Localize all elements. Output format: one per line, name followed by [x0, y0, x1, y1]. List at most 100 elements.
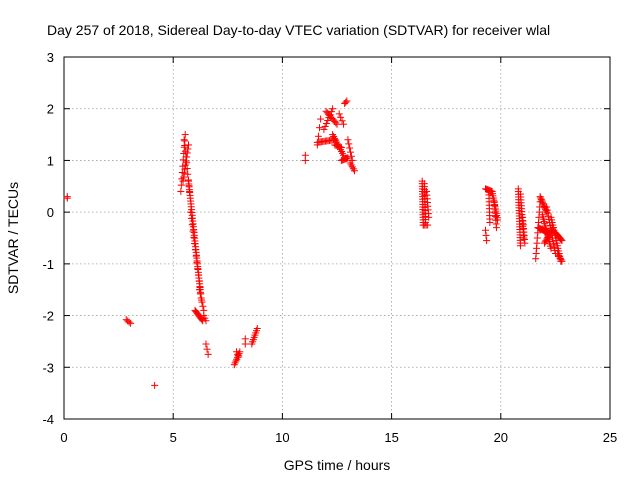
data-point: [544, 209, 552, 217]
data-point: [543, 203, 551, 211]
data-point: [333, 120, 341, 128]
data-point: [332, 119, 340, 127]
data-point: [424, 221, 432, 229]
data-point: [301, 151, 309, 159]
data-point: [521, 239, 529, 247]
data-point: [183, 164, 191, 172]
data-point: [63, 194, 71, 202]
data-point: [337, 144, 345, 151]
data-point: [335, 110, 343, 118]
data-point: [196, 290, 204, 298]
data-point: [347, 152, 355, 160]
data-point: [189, 227, 197, 235]
data-point: [324, 117, 332, 125]
data-point: [202, 340, 210, 348]
data-point: [190, 233, 198, 241]
data-point: [203, 345, 211, 353]
data-point: [194, 271, 202, 279]
data-point: [321, 122, 329, 130]
data-point: [195, 286, 203, 294]
data-point: [320, 125, 328, 133]
data-point: [486, 218, 494, 226]
data-point: [316, 124, 324, 132]
data-point: [193, 258, 201, 266]
data-point: [557, 236, 565, 244]
data-point: [180, 169, 188, 177]
data-point: [198, 316, 206, 324]
data-point: [322, 119, 330, 127]
data-point: [516, 242, 524, 250]
data-point: [482, 231, 490, 239]
y-tick-label: -4: [42, 412, 54, 427]
data-point: [187, 208, 195, 216]
y-tick-label: 0: [47, 205, 54, 220]
data-points: [63, 97, 566, 389]
data-point: [180, 173, 188, 181]
data-point: [425, 213, 433, 221]
y-tick-label: -3: [42, 360, 54, 375]
data-point: [235, 353, 243, 361]
data-point: [556, 235, 564, 243]
y-tick-label: 3: [47, 50, 54, 65]
data-point: [558, 257, 566, 265]
y-tick-label: -1: [42, 257, 54, 272]
data-point: [177, 181, 185, 189]
data-point: [204, 350, 212, 358]
data-point: [180, 136, 188, 144]
data-point: [317, 115, 325, 123]
data-point: [554, 250, 562, 258]
data-point: [125, 318, 133, 326]
data-point: [492, 224, 500, 232]
data-point: [188, 221, 196, 229]
data-point: [344, 136, 352, 144]
x-tick-label: 20: [494, 430, 508, 445]
data-point: [198, 298, 206, 306]
data-point: [184, 170, 192, 178]
data-point: [202, 317, 210, 325]
data-point: [184, 141, 192, 149]
data-point: [554, 251, 562, 259]
data-point: [241, 340, 249, 348]
data-point: [337, 113, 345, 121]
data-point: [127, 319, 135, 327]
data-point: [191, 246, 199, 254]
data-point: [194, 265, 202, 273]
x-tick-label: 25: [603, 430, 617, 445]
data-point: [199, 302, 207, 310]
data-point: [555, 253, 563, 261]
plot-frame: [63, 56, 611, 420]
data-point: [197, 294, 205, 302]
data-point: [314, 132, 322, 140]
data-point: [345, 140, 353, 148]
y-tick-label: 2: [47, 102, 54, 117]
data-point: [550, 243, 558, 251]
data-point: [543, 206, 551, 214]
data-point: [556, 254, 564, 262]
data-point: [550, 240, 558, 248]
x-tick-label: 0: [60, 430, 67, 445]
data-point: [340, 120, 348, 128]
data-point: [187, 214, 195, 222]
data-point: [547, 244, 555, 252]
data-point: [181, 131, 189, 139]
data-point: [177, 187, 185, 195]
data-point: [558, 237, 566, 245]
data-point: [181, 147, 189, 155]
data-point: [483, 237, 491, 245]
data-point: [347, 148, 355, 156]
data-point: [183, 159, 191, 167]
x-tick-label: 10: [275, 430, 289, 445]
y-tick-label: -2: [42, 309, 54, 324]
x-axis-label: GPS time / hours: [284, 457, 391, 473]
data-point: [350, 167, 358, 175]
data-point: [192, 252, 200, 260]
data-point: [183, 149, 191, 157]
data-point: [338, 117, 346, 125]
data-point: [181, 141, 189, 149]
data-point: [195, 277, 203, 285]
data-point: [557, 256, 565, 264]
data-point: [346, 144, 354, 152]
data-point: [336, 143, 344, 151]
